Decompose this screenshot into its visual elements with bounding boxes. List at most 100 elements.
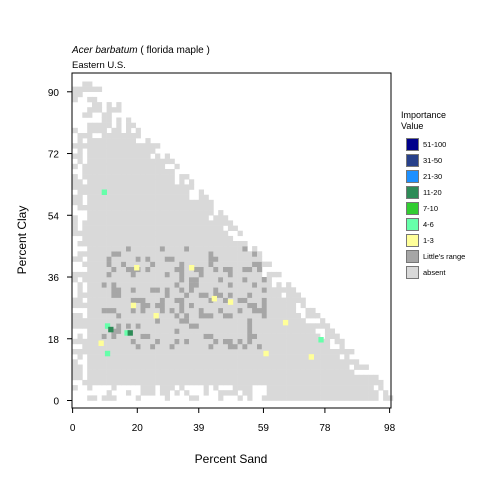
- heatmap-cell: [106, 277, 112, 283]
- heatmap-cell: [189, 364, 195, 370]
- heatmap-cell: [184, 251, 190, 257]
- heatmap-cell: [223, 230, 229, 237]
- heatmap-cell: [179, 205, 185, 211]
- heatmap-cell: [135, 184, 141, 190]
- heatmap-cell: [106, 333, 112, 339]
- heatmap-cell: [72, 163, 78, 170]
- heatmap-cell: [126, 379, 132, 386]
- heatmap-cell: [140, 148, 146, 154]
- heatmap-cell: [164, 374, 170, 381]
- heatmap-cell: [198, 266, 204, 273]
- heatmap-cell: [223, 338, 229, 345]
- heatmap-cell: [106, 174, 112, 180]
- heatmap-cell: [145, 385, 151, 391]
- heatmap-cell: [116, 210, 122, 216]
- heatmap-cell: [164, 158, 170, 165]
- heatmap-cell: [242, 328, 248, 334]
- heatmap-cell: [189, 313, 195, 319]
- heatmap-cell: [155, 379, 161, 386]
- heatmap-cell: [184, 230, 190, 237]
- heatmap-cell: [87, 354, 93, 360]
- heatmap-cell: [101, 369, 107, 375]
- heatmap-cell: [106, 379, 112, 386]
- heatmap-cell: [116, 133, 122, 139]
- heatmap-cell: [72, 297, 78, 303]
- heatmap-cell: [198, 307, 204, 314]
- heatmap-cell: [140, 174, 146, 180]
- heatmap-cell: [169, 199, 175, 206]
- heatmap-cell: [257, 277, 263, 283]
- heatmap-cell: [121, 349, 127, 355]
- heatmap-cell: [281, 359, 287, 365]
- heatmap-cell: [300, 338, 306, 345]
- heatmap-cell: [329, 333, 335, 339]
- heatmap-cell: [324, 354, 331, 360]
- heatmap-cell: [218, 343, 224, 350]
- heatmap-cell: [213, 307, 219, 314]
- heatmap-cell: [159, 359, 166, 365]
- heatmap-cell: [121, 333, 127, 339]
- heatmap-cell: [150, 174, 156, 180]
- heatmap-cell: [150, 179, 156, 185]
- heatmap-cell: [169, 179, 175, 185]
- heatmap-cell: [155, 153, 161, 159]
- heatmap-cell: [150, 210, 156, 216]
- heatmap-cell: [198, 220, 204, 226]
- heatmap-cell: [169, 241, 175, 247]
- heatmap-cell: [232, 277, 238, 283]
- heatmap-cell: [169, 184, 175, 190]
- heatmap-cell: [72, 199, 78, 206]
- heatmap-cell: [116, 277, 122, 283]
- heatmap-cell: [82, 271, 88, 278]
- heatmap-cell: [189, 287, 195, 293]
- heatmap-cell: [266, 395, 272, 401]
- heatmap-cell: [266, 359, 272, 365]
- heatmap-cell: [159, 251, 166, 257]
- heatmap-cell: [145, 318, 151, 324]
- heatmap-cell: [232, 385, 238, 391]
- heatmap-cell: [305, 313, 311, 319]
- heatmap-cell: [358, 390, 365, 396]
- heatmap-cell: [295, 328, 301, 334]
- heatmap-cell: [121, 287, 127, 293]
- heatmap-cell: [247, 385, 253, 391]
- heatmap-cell: [130, 338, 136, 345]
- heatmap-cell: [130, 199, 136, 206]
- heatmap-cell: [92, 271, 98, 278]
- heatmap-cell: [135, 143, 141, 149]
- heatmap-cell: [252, 328, 258, 334]
- heatmap-cell: [87, 369, 93, 375]
- heatmap-cell: [189, 271, 195, 278]
- heatmap-cell: [349, 390, 355, 396]
- heatmap-cell: [126, 117, 132, 123]
- heatmap-cell: [271, 354, 277, 360]
- heatmap-cell: [159, 241, 166, 247]
- heatmap-cell: [218, 292, 224, 298]
- heatmap-cell: [257, 349, 263, 355]
- presence-cell: [108, 326, 114, 333]
- heatmap-cell: [140, 225, 146, 231]
- heatmap-cell: [174, 271, 180, 278]
- heatmap-cell: [315, 343, 321, 350]
- heatmap-cell: [189, 179, 195, 185]
- heatmap-cell: [116, 302, 122, 309]
- heatmap-cell: [232, 343, 238, 350]
- heatmap-cell: [208, 256, 214, 262]
- heatmap-cell: [135, 189, 141, 195]
- heatmap-cell: [87, 359, 93, 365]
- heatmap-cell: [227, 271, 234, 278]
- heatmap-cell: [87, 81, 93, 87]
- heatmap-cell: [116, 169, 122, 175]
- heatmap-cell: [150, 199, 156, 206]
- heatmap-cell: [198, 241, 204, 247]
- heatmap-cell: [140, 313, 146, 319]
- presence-cell: [130, 302, 137, 309]
- heatmap-cell: [159, 292, 166, 298]
- heatmap-cell: [276, 349, 282, 355]
- heatmap-cell: [276, 271, 282, 278]
- heatmap-cell: [164, 169, 170, 175]
- heatmap-cell: [106, 292, 112, 298]
- heatmap-cell: [179, 364, 185, 370]
- heatmap-cell: [184, 359, 190, 365]
- heatmap-cell: [237, 292, 243, 298]
